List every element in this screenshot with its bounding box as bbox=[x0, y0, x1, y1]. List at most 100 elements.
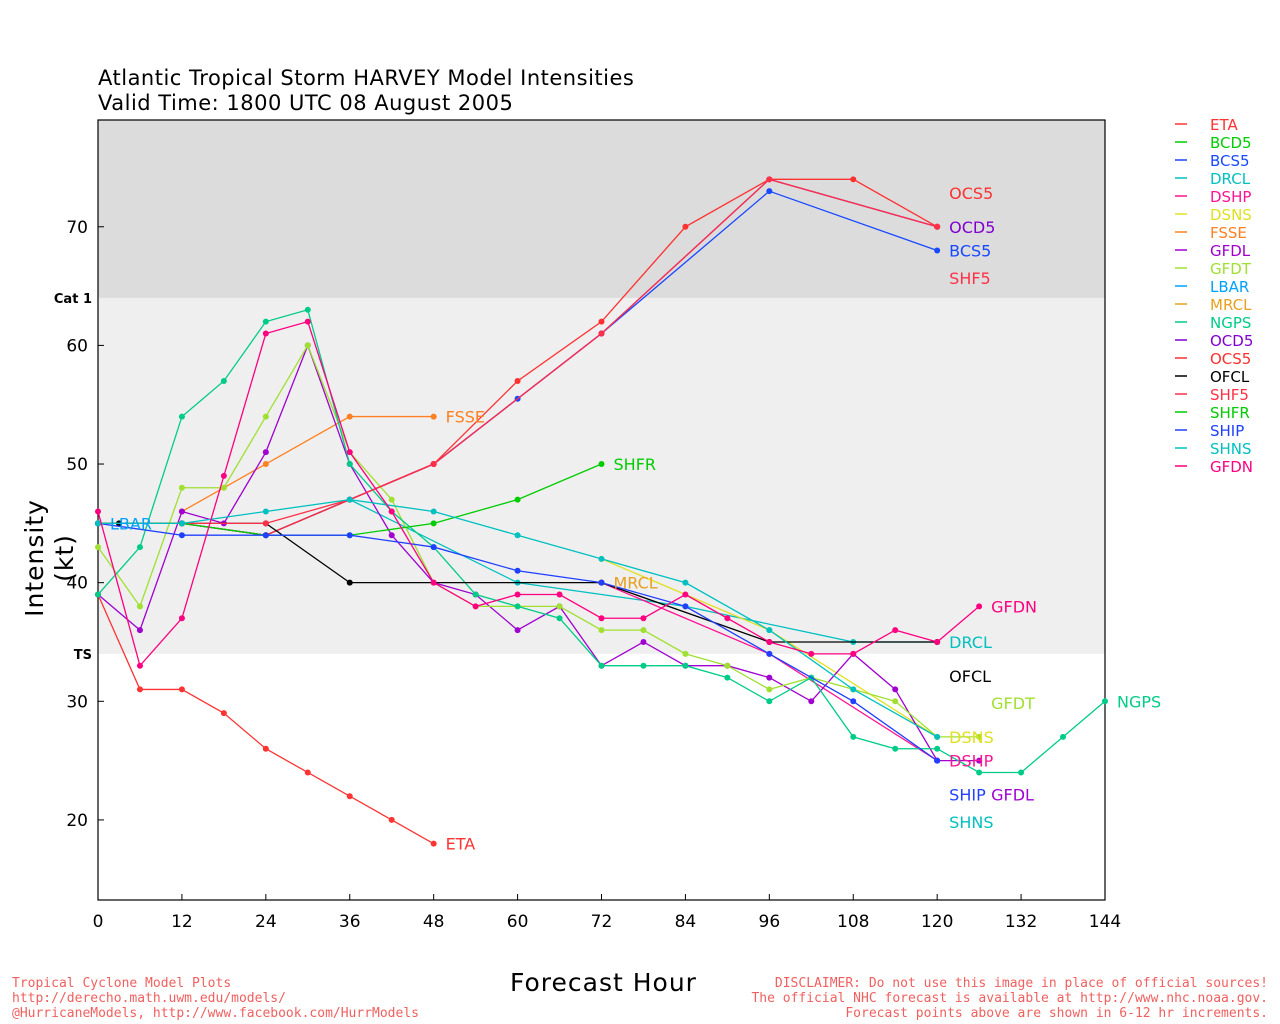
data-point-shf5 bbox=[766, 176, 773, 183]
data-point-ngps bbox=[304, 306, 311, 313]
legend-entry: MRCL bbox=[1210, 296, 1252, 314]
data-point-ngps bbox=[178, 413, 185, 420]
footer-line: http://derecho.math.uwm.edu/models/ bbox=[12, 991, 286, 1006]
y-tick-label: 40 bbox=[66, 574, 88, 594]
y-tick-label: 20 bbox=[66, 811, 88, 831]
series-end-label: SHIP bbox=[949, 786, 986, 805]
x-tick-label: 84 bbox=[675, 912, 697, 932]
x-tick-label: 132 bbox=[1005, 912, 1037, 932]
data-point-ngps bbox=[724, 674, 731, 681]
legend-entry: BCS5 bbox=[1210, 152, 1250, 170]
data-point-ngps bbox=[95, 591, 101, 598]
data-point-fsse bbox=[430, 413, 437, 420]
data-point-gfdt bbox=[892, 698, 899, 705]
data-point-ngps bbox=[556, 615, 563, 622]
data-point-gfdl bbox=[136, 627, 143, 634]
series-end-label: LBAR bbox=[110, 514, 152, 533]
data-point-gfdt bbox=[262, 413, 269, 420]
data-point-gfdn bbox=[976, 603, 983, 610]
data-point-gfdt bbox=[598, 627, 605, 634]
data-point-eta bbox=[346, 793, 353, 800]
data-point-ngps bbox=[472, 591, 479, 598]
data-point-ofcl bbox=[346, 579, 353, 586]
chart-title: Atlantic Tropical Storm HARVEY Model Int… bbox=[98, 66, 635, 90]
x-tick-label: 60 bbox=[507, 912, 529, 932]
legend-entry: NGPS bbox=[1210, 314, 1251, 332]
data-point-shns bbox=[850, 686, 857, 693]
data-point-shns bbox=[262, 508, 269, 515]
data-point-gfdl bbox=[640, 638, 647, 645]
data-point-gfdt bbox=[388, 496, 395, 503]
data-point-ngps bbox=[640, 662, 647, 669]
disclaimer-line: The official NHC forecast is available a… bbox=[751, 991, 1268, 1006]
footer-line: Tropical Cyclone Model Plots bbox=[12, 976, 232, 991]
intensity-band bbox=[98, 297, 1105, 654]
data-point-gfdt bbox=[304, 342, 311, 349]
data-point-shns bbox=[514, 532, 521, 539]
data-point-ocs5 bbox=[514, 377, 521, 384]
data-point-gfdn bbox=[724, 615, 731, 622]
data-point-shfr bbox=[430, 520, 437, 527]
data-point-gfdt bbox=[724, 662, 731, 669]
legend-entry: OFCL bbox=[1210, 368, 1250, 386]
data-point-gfdn bbox=[430, 579, 437, 586]
data-point-ngps bbox=[598, 662, 605, 669]
series-end-label: MRCL bbox=[614, 574, 658, 593]
series-end-label: SHF5 bbox=[949, 269, 991, 288]
data-point-gfdt bbox=[682, 650, 689, 657]
data-point-ngps bbox=[1018, 769, 1025, 776]
data-point-shfr bbox=[598, 461, 605, 468]
legend-entry: OCD5 bbox=[1210, 332, 1253, 350]
data-point-gfdt bbox=[220, 484, 227, 491]
data-point-gfdn bbox=[598, 615, 605, 622]
series-end-label: BCS5 bbox=[949, 241, 991, 260]
data-point-ship bbox=[178, 532, 185, 539]
legend-entry: SHNS bbox=[1210, 440, 1252, 458]
x-tick-label: 144 bbox=[1089, 912, 1121, 932]
data-point-gfdn bbox=[766, 638, 773, 645]
data-point-eta bbox=[262, 745, 269, 752]
series-end-label: SHNS bbox=[949, 813, 993, 832]
footer-left: Tropical Cyclone Model Plots http://dere… bbox=[12, 976, 419, 1021]
data-point-gfdt bbox=[766, 686, 773, 693]
data-point-ship bbox=[262, 532, 269, 539]
data-point-shns bbox=[766, 627, 773, 634]
series-end-label: DRCL bbox=[949, 633, 992, 652]
data-point-ngps bbox=[220, 377, 227, 384]
data-point-ngps bbox=[262, 318, 269, 325]
data-point-gfdl bbox=[178, 508, 185, 515]
x-tick-label: 24 bbox=[255, 912, 277, 932]
data-point-gfdn bbox=[556, 591, 563, 598]
data-point-ocs5 bbox=[850, 176, 857, 183]
data-point-gfdt bbox=[95, 544, 101, 551]
data-point-fsse bbox=[262, 461, 269, 468]
data-point-gfdn bbox=[388, 508, 395, 515]
series-end-label: OCS5 bbox=[949, 184, 993, 203]
series-end-label: DSHP bbox=[949, 752, 994, 771]
data-point-eta bbox=[388, 816, 395, 823]
data-point-ocs5 bbox=[598, 318, 605, 325]
data-point-gfdl bbox=[514, 627, 521, 634]
data-point-ngps bbox=[892, 745, 899, 752]
data-point-gfdn bbox=[472, 603, 479, 610]
data-point-eta bbox=[304, 769, 311, 776]
legend-entry: DSNS bbox=[1210, 206, 1252, 224]
data-point-gfdn bbox=[346, 449, 353, 456]
data-point-ship bbox=[850, 698, 857, 705]
data-point-eta bbox=[178, 686, 185, 693]
chart-subtitle: Valid Time: 1800 UTC 08 August 2005 bbox=[98, 91, 514, 115]
data-point-eta bbox=[430, 840, 437, 847]
data-point-ship bbox=[598, 579, 605, 586]
data-point-gfdl bbox=[808, 698, 815, 705]
x-tick-label: 120 bbox=[921, 912, 953, 932]
legend-entry: SHF5 bbox=[1210, 386, 1249, 404]
legend-entry: GFDN bbox=[1210, 458, 1253, 476]
data-point-shns bbox=[95, 520, 101, 527]
disclaimer-line: Forecast points above are shown in 6-12 … bbox=[845, 1006, 1268, 1021]
series-end-label: FSSE bbox=[446, 408, 485, 427]
data-point-gfdt bbox=[640, 627, 647, 634]
data-point-ngps bbox=[514, 603, 521, 610]
x-tick-label: 48 bbox=[423, 912, 445, 932]
legend-entry: ETA bbox=[1210, 116, 1238, 134]
series-end-label: OCD5 bbox=[949, 218, 995, 237]
